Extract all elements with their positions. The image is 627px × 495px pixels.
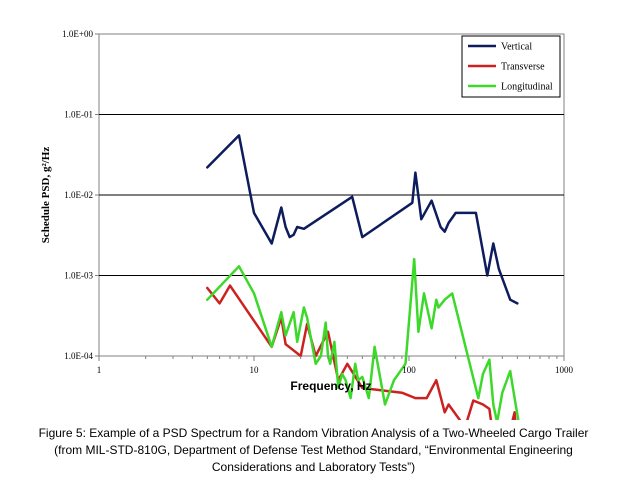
x-tick-label: 100 — [402, 365, 416, 375]
legend-label-transverse: Transverse — [501, 62, 545, 73]
figure-caption: Figure 5: Example of a PSD Spectrum for … — [0, 425, 627, 476]
legend-label-longitudinal: Longitudinal — [501, 82, 553, 93]
y-tick-label: 1.0E-03 — [64, 271, 93, 281]
series-line-vertical — [206, 134, 519, 305]
y-tick-label: 1.0E-02 — [64, 190, 93, 200]
caption-line-1: Figure 5: Example of a PSD Spectrum for … — [38, 426, 589, 440]
x-tick-label: 10 — [250, 365, 260, 375]
y-tick-label: 1.0E+00 — [62, 29, 93, 39]
legend: Vertical Transverse Longitudinal — [461, 35, 561, 98]
x-tick-label: 1000 — [555, 365, 574, 375]
x-tick-label: 1 — [97, 365, 102, 375]
x-axis-title: Frequency, Hz — [290, 379, 371, 393]
series-line-longitudinal — [206, 257, 520, 420]
chart-svg: 1.0E+00 1.0E-01 1.0E-02 1.0E-03 1.0E-04 1 10 10… — [40, 29, 574, 420]
legend-label-vertical: Vertical — [501, 42, 532, 53]
y-tick-label: 1.0E-04 — [64, 351, 93, 361]
y-tick-label: 1.0E-01 — [64, 110, 93, 120]
series-line-transverse — [206, 284, 517, 420]
caption-line-3: Considerations and Laboratory Tests”) — [211, 460, 416, 474]
caption-line-2: (from MIL-STD-810G, Department of Defens… — [54, 443, 573, 457]
y-axis-title: Schedule PSD, g²/Hz — [40, 147, 52, 244]
